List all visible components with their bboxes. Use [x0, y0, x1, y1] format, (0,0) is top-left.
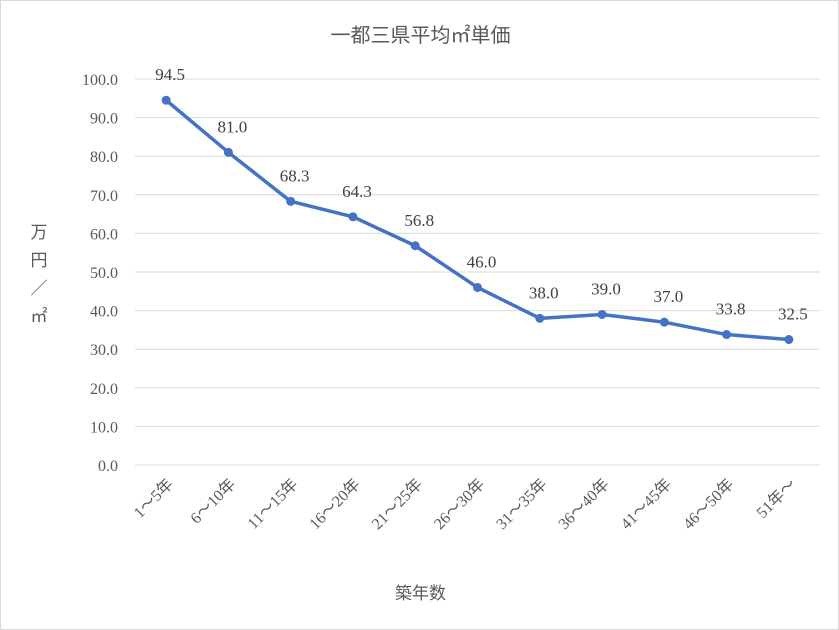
data-label: 94.5 [155, 65, 185, 84]
data-point [161, 95, 171, 105]
data-label: 56.8 [404, 211, 434, 230]
y-axis-label-char: ／ [30, 279, 48, 299]
y-tick-label: 70.0 [90, 188, 118, 205]
y-axis-label-char: ㎡ [30, 307, 48, 327]
data-point [286, 196, 296, 206]
x-tick-label: 36～40年 [555, 475, 613, 533]
data-point [784, 335, 794, 345]
y-axis-label-char: 円 [30, 251, 48, 271]
data-label: 38.0 [529, 283, 559, 302]
y-tick-label: 50.0 [90, 265, 118, 282]
data-point [473, 282, 482, 292]
data-label: 46.0 [467, 252, 497, 271]
x-tick-label: 31～35年 [493, 475, 551, 533]
data-label: 68.3 [280, 166, 310, 185]
chart-title: 一都三県平均㎡単価 [330, 23, 511, 47]
x-tick-labels: 1～5年 6～10年 11～15年 16～20年 21～25年 26～30年 31～35年 3… [130, 475, 799, 533]
data-point [722, 330, 732, 340]
y-tick-label: 100.0 [82, 72, 118, 89]
data-point [410, 241, 420, 251]
data-point [659, 317, 669, 327]
x-tick-label: 41～45年 [617, 475, 675, 533]
y-tick-label: 40.0 [90, 304, 118, 321]
data-point [223, 147, 233, 157]
series-line-group [161, 95, 794, 345]
x-tick-label: 26～30年 [430, 475, 488, 533]
x-axis-label: 築年数 [395, 584, 446, 604]
y-tick-label: 90.0 [90, 111, 118, 128]
y-tick-labels: 0.0 10.0 20.0 30.0 40.0 50.0 60.0 70.0 80.0 90.0 1… [82, 72, 118, 475]
x-tick-label: 16～20年 [306, 475, 364, 533]
data-label: 64.3 [342, 182, 372, 201]
data-label: 39.0 [591, 279, 621, 298]
y-axis-label: 万円 ／ ㎡ [27, 219, 51, 331]
series-line [164, 98, 791, 342]
gridlines [135, 78, 820, 466]
data-label: 37.0 [653, 287, 683, 306]
data-point [348, 212, 358, 222]
y-tick-label: 0.0 [98, 458, 118, 475]
data-label: 32.5 [778, 305, 808, 324]
x-tick-label: 6～10年 [187, 475, 239, 527]
x-tick-label: 11～15年 [244, 475, 302, 533]
y-tick-label: 60.0 [90, 226, 118, 243]
data-label: 33.8 [716, 300, 746, 319]
data-point [597, 309, 607, 319]
x-tick-label: 21～25年 [368, 475, 426, 533]
data-point [535, 313, 545, 323]
y-tick-label: 20.0 [90, 381, 118, 398]
y-tick-label: 30.0 [90, 342, 118, 359]
y-tick-label: 80.0 [90, 149, 118, 166]
y-tick-label: 10.0 [90, 419, 118, 436]
y-axis-label-char: 万 [30, 223, 48, 243]
x-tick-label: 46～50年 [679, 475, 737, 533]
x-tick-label: 51年～ [753, 475, 800, 522]
data-label: 81.0 [218, 117, 248, 136]
x-tick-label: 1～5年 [130, 475, 177, 522]
data-labels: 94.5 81.0 68.3 64.3 56.8 46.0 38.0 39.0 37.0 33.8… [155, 65, 807, 323]
